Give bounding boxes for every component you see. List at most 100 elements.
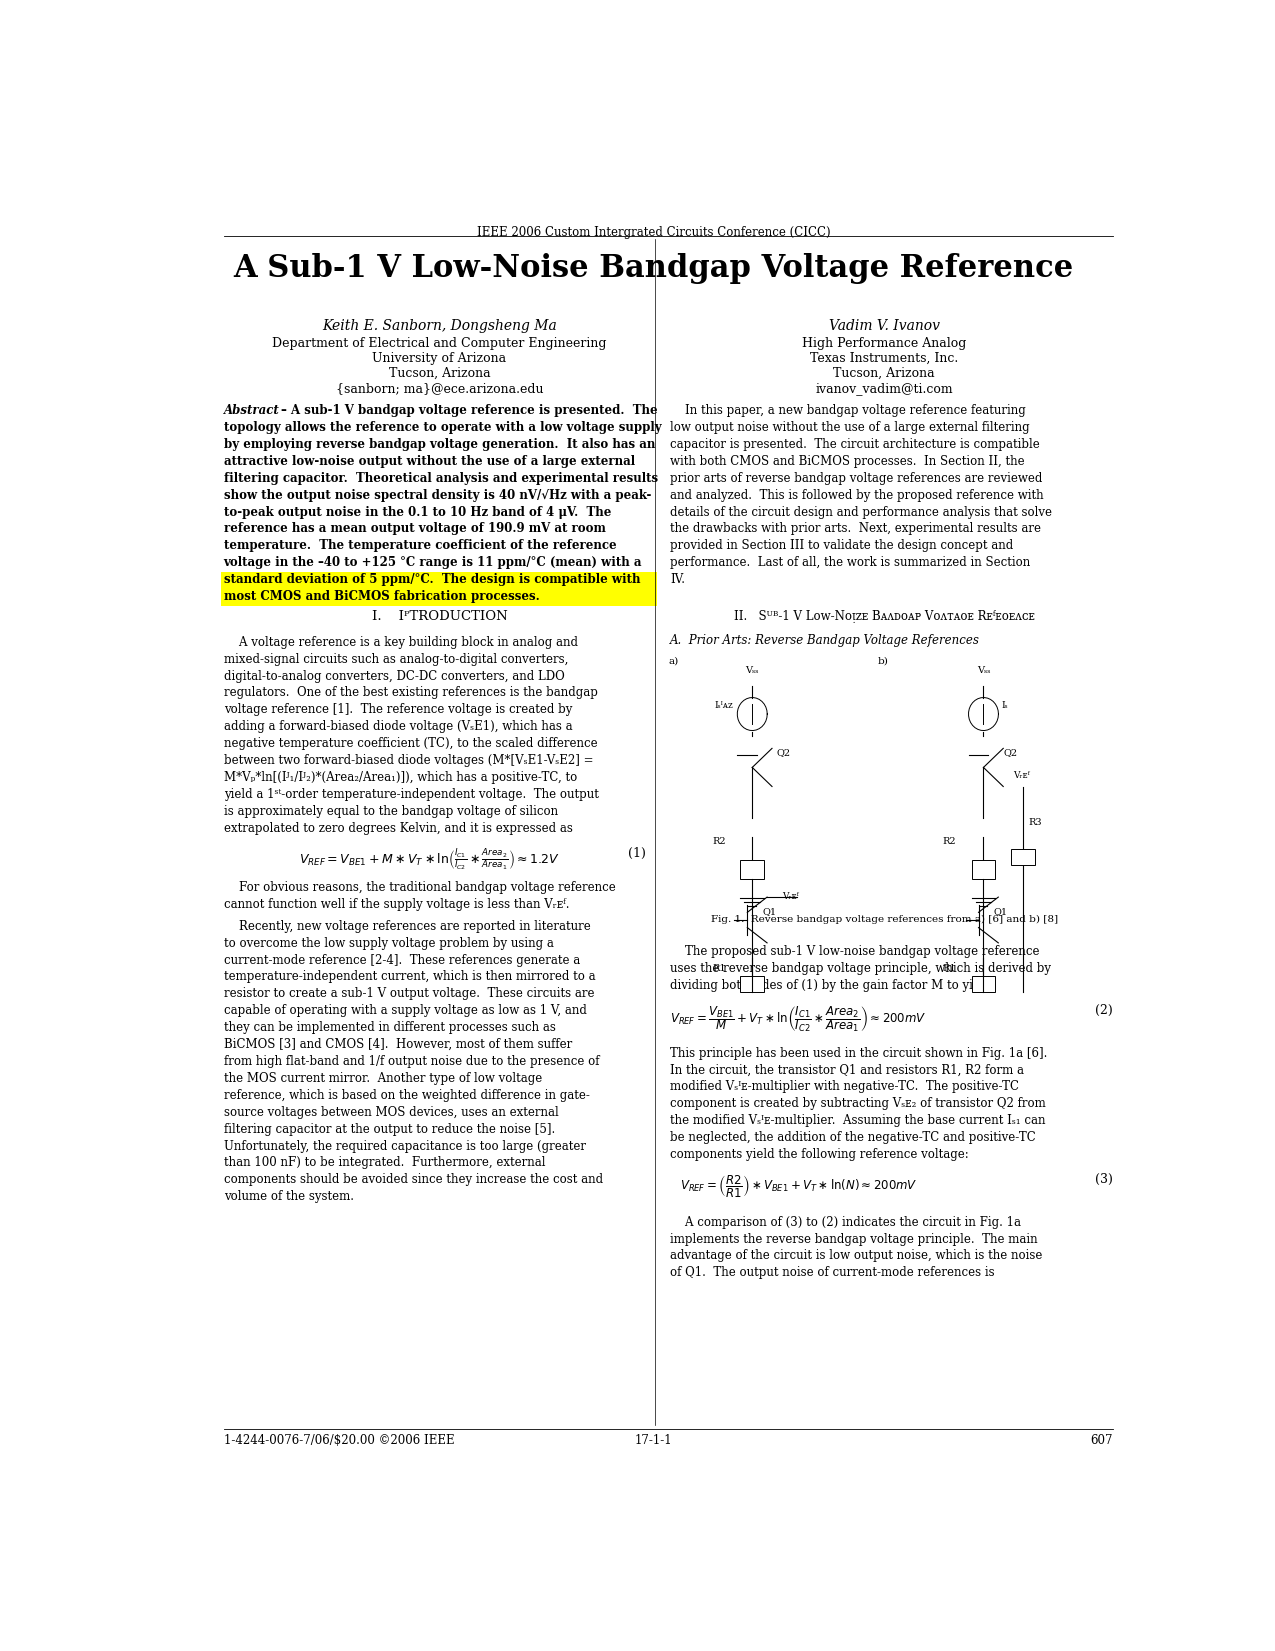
Text: {sanborn; ma}@ece.arizona.edu: {sanborn; ma}@ece.arizona.edu: [335, 383, 543, 396]
Text: and analyzed.  This is followed by the proposed reference with: and analyzed. This is followed by the pr…: [671, 489, 1044, 502]
Text: University of Arizona: University of Arizona: [372, 352, 506, 365]
Text: cannot function well if the supply voltage is less than Vᵣᴇᶠ.: cannot function well if the supply volta…: [223, 898, 569, 911]
Text: filtering capacitor at the output to reduce the noise [5].: filtering capacitor at the output to red…: [223, 1123, 555, 1136]
Text: the MOS current mirror.  Another type of low voltage: the MOS current mirror. Another type of …: [223, 1071, 542, 1085]
Text: Tucson, Arizona: Tucson, Arizona: [834, 367, 935, 380]
Bar: [972, 976, 996, 992]
Bar: [741, 976, 764, 992]
Text: In the circuit, the transistor Q1 and resistors R1, R2 form a: In the circuit, the transistor Q1 and re…: [671, 1063, 1024, 1076]
Text: A Sub-1 V Low-Noise Bandgap Voltage Reference: A Sub-1 V Low-Noise Bandgap Voltage Refe…: [233, 253, 1074, 284]
Text: volume of the system.: volume of the system.: [223, 1190, 353, 1204]
Text: Q1: Q1: [762, 908, 776, 916]
Text: implements the reverse bandgap voltage principle.  The main: implements the reverse bandgap voltage p…: [671, 1233, 1038, 1245]
Text: be neglected, the addition of the negative-TC and positive-TC: be neglected, the addition of the negati…: [671, 1131, 1037, 1144]
Bar: [221, 571, 658, 606]
Text: This principle has been used in the circuit shown in Fig. 1a [6].: This principle has been used in the circ…: [671, 1047, 1048, 1060]
Text: components yield the following reference voltage:: components yield the following reference…: [671, 1147, 969, 1161]
Text: Iₛ: Iₛ: [1001, 702, 1007, 710]
Bar: [972, 860, 996, 880]
Text: current-mode reference [2-4].  These references generate a: current-mode reference [2-4]. These refe…: [223, 954, 580, 966]
Text: temperature-independent current, which is then mirrored to a: temperature-independent current, which i…: [223, 971, 595, 984]
Text: Recently, new voltage references are reported in literature: Recently, new voltage references are rep…: [223, 920, 590, 933]
Text: provided in Section III to validate the design concept and: provided in Section III to validate the …: [671, 540, 1014, 553]
Text: attractive low-noise output without the use of a large external: attractive low-noise output without the …: [223, 454, 635, 467]
Text: low output noise without the use of a large external filtering: low output noise without the use of a la…: [671, 421, 1030, 434]
Text: digital-to-analog converters, DC-DC converters, and LDO: digital-to-analog converters, DC-DC conv…: [223, 670, 565, 682]
Text: filtering capacitor.  Theoretical analysis and experimental results: filtering capacitor. Theoretical analysi…: [223, 472, 658, 485]
Text: voltage reference [1].  The reference voltage is created by: voltage reference [1]. The reference vol…: [223, 703, 572, 717]
Text: – A sub-1 V bandgap voltage reference is presented.  The: – A sub-1 V bandgap voltage reference is…: [280, 404, 658, 418]
Text: negative temperature coefficient (TC), to the scaled difference: negative temperature coefficient (TC), t…: [223, 736, 597, 750]
Text: temperature.  The temperature coefficient of the reference: temperature. The temperature coefficient…: [223, 540, 616, 553]
Text: M*Vₚ*ln[(Iᴶ₁/Iᴶ₂)*(Area₂/Area₁)]), which has a positive-TC, to: M*Vₚ*ln[(Iᴶ₁/Iᴶ₂)*(Area₂/Area₁)]), which…: [223, 771, 576, 784]
Text: Q1: Q1: [993, 908, 1007, 916]
Text: Vₛₛ: Vₛₛ: [977, 665, 991, 675]
Text: b): b): [877, 657, 889, 665]
Text: yield a 1ˢᵗ-order temperature-independent voltage.  The output: yield a 1ˢᵗ-order temperature-independen…: [223, 788, 598, 801]
Text: extrapolated to zero degrees Kelvin, and it is expressed as: extrapolated to zero degrees Kelvin, and…: [223, 822, 572, 835]
Text: capacitor is presented.  The circuit architecture is compatible: capacitor is presented. The circuit arch…: [671, 438, 1040, 451]
Text: source voltages between MOS devices, uses an external: source voltages between MOS devices, use…: [223, 1106, 558, 1119]
Text: Tucson, Arizona: Tucson, Arizona: [389, 367, 491, 380]
Text: Vₛₛ: Vₛₛ: [746, 665, 759, 675]
Text: A voltage reference is a key building block in analog and: A voltage reference is a key building bl…: [223, 636, 578, 649]
Text: is approximately equal to the bandgap voltage of silicon: is approximately equal to the bandgap vo…: [223, 804, 557, 817]
Text: components should be avoided since they increase the cost and: components should be avoided since they …: [223, 1174, 603, 1187]
Text: Vadim V. Ivanov: Vadim V. Ivanov: [829, 319, 940, 334]
Text: Unfortunately, the required capacitance is too large (greater: Unfortunately, the required capacitance …: [223, 1139, 585, 1152]
Text: R1: R1: [942, 964, 955, 974]
Text: For obvious reasons, the traditional bandgap voltage reference: For obvious reasons, the traditional ban…: [223, 882, 616, 893]
Text: prior arts of reverse bandgap voltage references are reviewed: prior arts of reverse bandgap voltage re…: [671, 472, 1043, 485]
Text: performance.  Last of all, the work is summarized in Section: performance. Last of all, the work is su…: [671, 556, 1030, 570]
Text: 1-4244-0076-7/06/$20.00 ©2006 IEEE: 1-4244-0076-7/06/$20.00 ©2006 IEEE: [223, 1433, 454, 1446]
Bar: [741, 860, 764, 880]
Text: $V_{REF} = \dfrac{V_{BE1}}{M} + V_T \ast \ln\!\left(\dfrac{I_{C1}}{I_{C2}} \ast : $V_{REF} = \dfrac{V_{BE1}}{M} + V_T \ast…: [671, 1004, 927, 1034]
Text: most CMOS and BiCMOS fabrication processes.: most CMOS and BiCMOS fabrication process…: [223, 589, 539, 603]
Text: Vᵣᴇᶠ: Vᵣᴇᶠ: [1014, 771, 1030, 781]
Text: In this paper, a new bandgap voltage reference featuring: In this paper, a new bandgap voltage ref…: [671, 404, 1026, 418]
Bar: [1011, 849, 1035, 865]
Text: Iₛᴵᴀᴢ: Iₛᴵᴀᴢ: [715, 702, 733, 710]
Text: BiCMOS [3] and CMOS [4].  However, most of them suffer: BiCMOS [3] and CMOS [4]. However, most o…: [223, 1038, 572, 1052]
Text: advantage of the circuit is low output noise, which is the noise: advantage of the circuit is low output n…: [671, 1250, 1043, 1263]
Text: component is created by subtracting Vₛᴇ₂ of transistor Q2 from: component is created by subtracting Vₛᴇ₂…: [671, 1098, 1046, 1111]
Bar: [663, 659, 1108, 905]
Text: Texas Instruments, Inc.: Texas Instruments, Inc.: [810, 352, 959, 365]
Text: details of the circuit design and performance analysis that solve: details of the circuit design and perfor…: [671, 505, 1052, 518]
Text: R1: R1: [713, 964, 727, 974]
Text: High Performance Analog: High Performance Analog: [802, 337, 966, 350]
Text: uses the reverse bandgap voltage principle, which is derived by: uses the reverse bandgap voltage princip…: [671, 963, 1051, 976]
Text: R3: R3: [1028, 819, 1042, 827]
Text: I.    IᴾTRODUCTION: I. IᴾTRODUCTION: [371, 611, 507, 624]
Text: $V_{REF} = V_{BE1} + M \ast V_T \ast \ln\!\left(\frac{I_{C1}}{I_{C2}} \ast \frac: $V_{REF} = V_{BE1} + M \ast V_T \ast \ln…: [300, 847, 560, 872]
Text: the drawbacks with prior arts.  Next, experimental results are: the drawbacks with prior arts. Next, exp…: [671, 522, 1042, 535]
Text: the modified Vₛᴵᴇ-multiplier.  Assuming the base current Iₛ₁ can: the modified Vₛᴵᴇ-multiplier. Assuming t…: [671, 1114, 1046, 1128]
Text: Department of Electrical and Computer Engineering: Department of Electrical and Computer En…: [273, 337, 607, 350]
Text: to overcome the low supply voltage problem by using a: to overcome the low supply voltage probl…: [223, 936, 553, 949]
Text: to-peak output noise in the 0.1 to 10 Hz band of 4 μV.  The: to-peak output noise in the 0.1 to 10 Hz…: [223, 505, 611, 518]
Text: Keith E. Sanborn, Dongsheng Ma: Keith E. Sanborn, Dongsheng Ma: [323, 319, 557, 334]
Text: standard deviation of 5 ppm/°C.  The design is compatible with: standard deviation of 5 ppm/°C. The desi…: [223, 573, 640, 586]
Text: by employing reverse bandgap voltage generation.  It also has an: by employing reverse bandgap voltage gen…: [223, 438, 655, 451]
Text: modified Vₛᴵᴇ-multiplier with negative-TC.  The positive-TC: modified Vₛᴵᴇ-multiplier with negative-T…: [671, 1080, 1019, 1093]
Text: reference, which is based on the weighted difference in gate-: reference, which is based on the weighte…: [223, 1090, 589, 1101]
Text: Q2: Q2: [1003, 748, 1017, 758]
Text: with both CMOS and BiCMOS processes.  In Section II, the: with both CMOS and BiCMOS processes. In …: [671, 454, 1025, 467]
Text: R2: R2: [713, 837, 727, 847]
Text: adding a forward-biased diode voltage (VₛE1), which has a: adding a forward-biased diode voltage (V…: [223, 720, 572, 733]
Text: topology allows the reference to operate with a low voltage supply: topology allows the reference to operate…: [223, 421, 662, 434]
Text: Abstract: Abstract: [223, 404, 283, 418]
Text: II.   Sᵁᴮ-1 V Lᴏᴡ-Nᴏᴉᴢᴇ Bᴀᴧᴅᴏᴀᴘ Vᴏᴧᴛᴀᴏᴇ Rᴇᶠᴇᴏᴇᴧᴄᴇ: II. Sᵁᴮ-1 V Lᴏᴡ-Nᴏᴉᴢᴇ Bᴀᴧᴅᴏᴀᴘ Vᴏᴧᴛᴀᴏᴇ Rᴇ…: [733, 611, 1034, 624]
Text: between two forward-biased diode voltages (M*[VₛE1-VₛE2] =: between two forward-biased diode voltage…: [223, 755, 593, 768]
Text: (3): (3): [1095, 1174, 1113, 1187]
Text: a): a): [668, 657, 678, 665]
Text: mixed-signal circuits such as analog-to-digital converters,: mixed-signal circuits such as analog-to-…: [223, 652, 567, 665]
Text: 607: 607: [1090, 1433, 1113, 1446]
Text: voltage in the –40 to +125 °C range is 11 ppm/°C (mean) with a: voltage in the –40 to +125 °C range is 1…: [223, 556, 643, 570]
Text: reference has a mean output voltage of 190.9 mV at room: reference has a mean output voltage of 1…: [223, 522, 606, 535]
Text: Q2: Q2: [776, 748, 790, 758]
Text: they can be implemented in different processes such as: they can be implemented in different pro…: [223, 1022, 556, 1034]
Text: A comparison of (3) to (2) indicates the circuit in Fig. 1a: A comparison of (3) to (2) indicates the…: [671, 1215, 1021, 1228]
Text: capable of operating with a supply voltage as low as 1 V, and: capable of operating with a supply volta…: [223, 1004, 586, 1017]
Text: Fig. 1.  Reverse bandgap voltage references from a) [6] and b) [8]: Fig. 1. Reverse bandgap voltage referenc…: [710, 915, 1058, 925]
